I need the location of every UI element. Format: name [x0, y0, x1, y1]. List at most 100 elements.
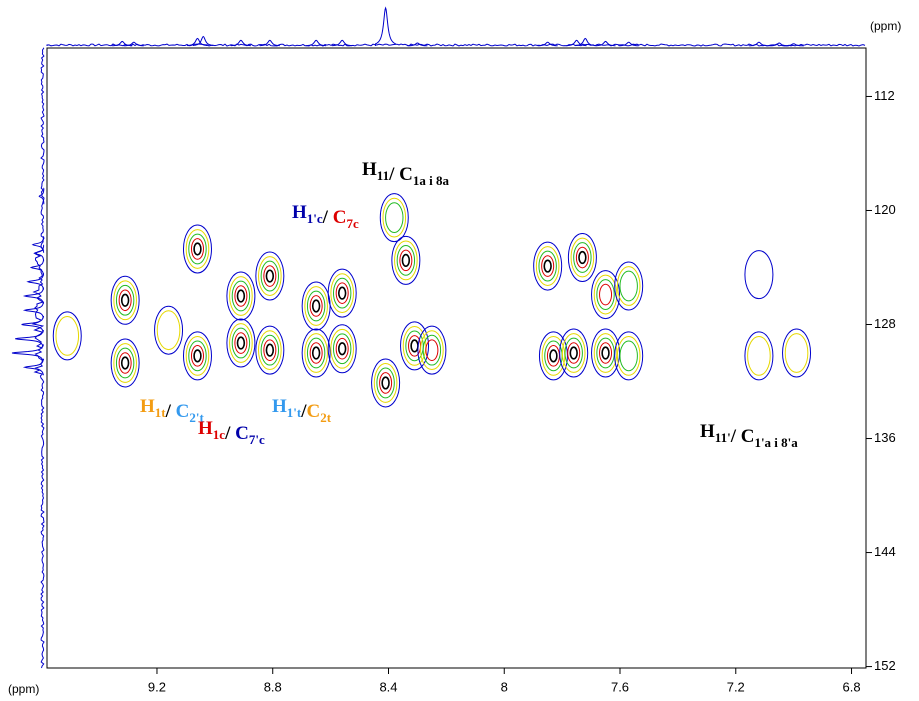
contour — [332, 277, 352, 309]
top-projection-peak — [230, 39, 251, 47]
contour — [311, 299, 321, 313]
contour — [538, 250, 557, 282]
left-projection-peak — [15, 330, 44, 347]
contour — [567, 342, 581, 364]
annotation-subscript: 1'a i 8'a — [754, 435, 798, 450]
contour — [420, 330, 444, 371]
annotation: H1'c/ C7c — [292, 202, 359, 231]
annotation-text: H — [700, 421, 715, 442]
contour — [255, 251, 285, 301]
contour — [113, 280, 137, 321]
annotation: H1't/C2t — [272, 396, 332, 425]
annotation-subscript: 2t — [320, 410, 332, 425]
annotation-subscript: 1t — [155, 405, 167, 420]
top-projection-peak — [331, 39, 353, 47]
annotation-text: C — [176, 401, 190, 422]
annotation: H11'/ C1'a i 8'a — [700, 421, 798, 450]
annotation-subscript: 11 — [377, 168, 389, 183]
contour — [593, 333, 618, 373]
contour — [110, 338, 140, 388]
contour — [575, 246, 589, 269]
contour — [231, 327, 251, 359]
contour — [236, 336, 246, 350]
contour — [115, 347, 135, 379]
annotation-text: H — [198, 418, 213, 439]
contour — [193, 242, 202, 256]
annotation-text: H — [292, 202, 307, 223]
contour — [309, 342, 323, 364]
x-tick-label: 8 — [501, 679, 508, 694]
left-projection-peak — [31, 236, 45, 253]
annotation-text: C — [333, 207, 347, 228]
left-baseline — [31, 47, 45, 669]
contour — [549, 349, 558, 363]
contour — [190, 238, 204, 260]
contour — [113, 343, 137, 383]
top-projection-peak — [618, 41, 639, 47]
annotation-subscript: 1c — [213, 427, 226, 442]
left-projection-peak — [21, 316, 44, 333]
contour — [229, 276, 253, 316]
left-projection-peak — [11, 344, 44, 362]
contour — [120, 356, 130, 370]
contour — [306, 290, 326, 322]
contour — [591, 270, 621, 320]
annotation-text: / — [322, 207, 333, 228]
contour — [593, 274, 618, 315]
contour — [337, 342, 347, 356]
contour — [327, 268, 357, 318]
contour — [188, 340, 207, 372]
contour — [182, 331, 212, 381]
contour — [564, 337, 583, 369]
contour — [234, 285, 248, 307]
annotation-text: H — [272, 396, 287, 417]
top-projection-peak — [595, 40, 616, 47]
contour — [382, 197, 407, 238]
contour — [381, 376, 390, 390]
annotation-subscript: 7c — [346, 216, 359, 231]
contour — [596, 337, 615, 369]
contour — [52, 311, 82, 361]
contour — [373, 363, 398, 403]
contour — [402, 325, 427, 366]
contour — [185, 229, 210, 269]
top-projection-peak — [566, 39, 587, 47]
contour — [306, 337, 326, 369]
top-projection-peak — [406, 42, 428, 47]
contour — [614, 331, 644, 381]
contour — [263, 265, 277, 287]
contour — [379, 193, 409, 243]
contour — [226, 318, 256, 368]
annotation: H1c/ C7'c — [198, 418, 265, 447]
top-baseline — [46, 43, 866, 47]
top-projection-peak — [537, 41, 558, 47]
annotation-subscript: 7'c — [249, 432, 265, 447]
contour — [120, 293, 130, 307]
contour — [541, 255, 555, 277]
contour — [385, 202, 404, 234]
contour — [599, 342, 613, 364]
contour — [744, 331, 774, 381]
contour — [535, 246, 560, 286]
top-projection-peak — [123, 41, 144, 47]
contour — [304, 333, 328, 373]
contour — [391, 235, 421, 285]
top-projection-peak — [375, 6, 396, 46]
annotation-text: / — [224, 423, 235, 444]
contour — [236, 289, 246, 303]
annotation-text: / C — [388, 164, 413, 185]
contour — [543, 259, 552, 273]
contour — [190, 345, 204, 367]
contour — [311, 346, 321, 360]
contour — [229, 323, 253, 363]
contour — [185, 335, 210, 376]
y-unit: (ppm) — [870, 19, 901, 33]
annotation-subscript: 2't — [189, 410, 204, 425]
contour — [154, 305, 184, 355]
left-projection-peak — [22, 358, 44, 376]
contour — [401, 253, 411, 267]
contour — [559, 328, 589, 378]
x-tick-label: 6.8 — [842, 679, 860, 694]
contour — [578, 250, 587, 265]
